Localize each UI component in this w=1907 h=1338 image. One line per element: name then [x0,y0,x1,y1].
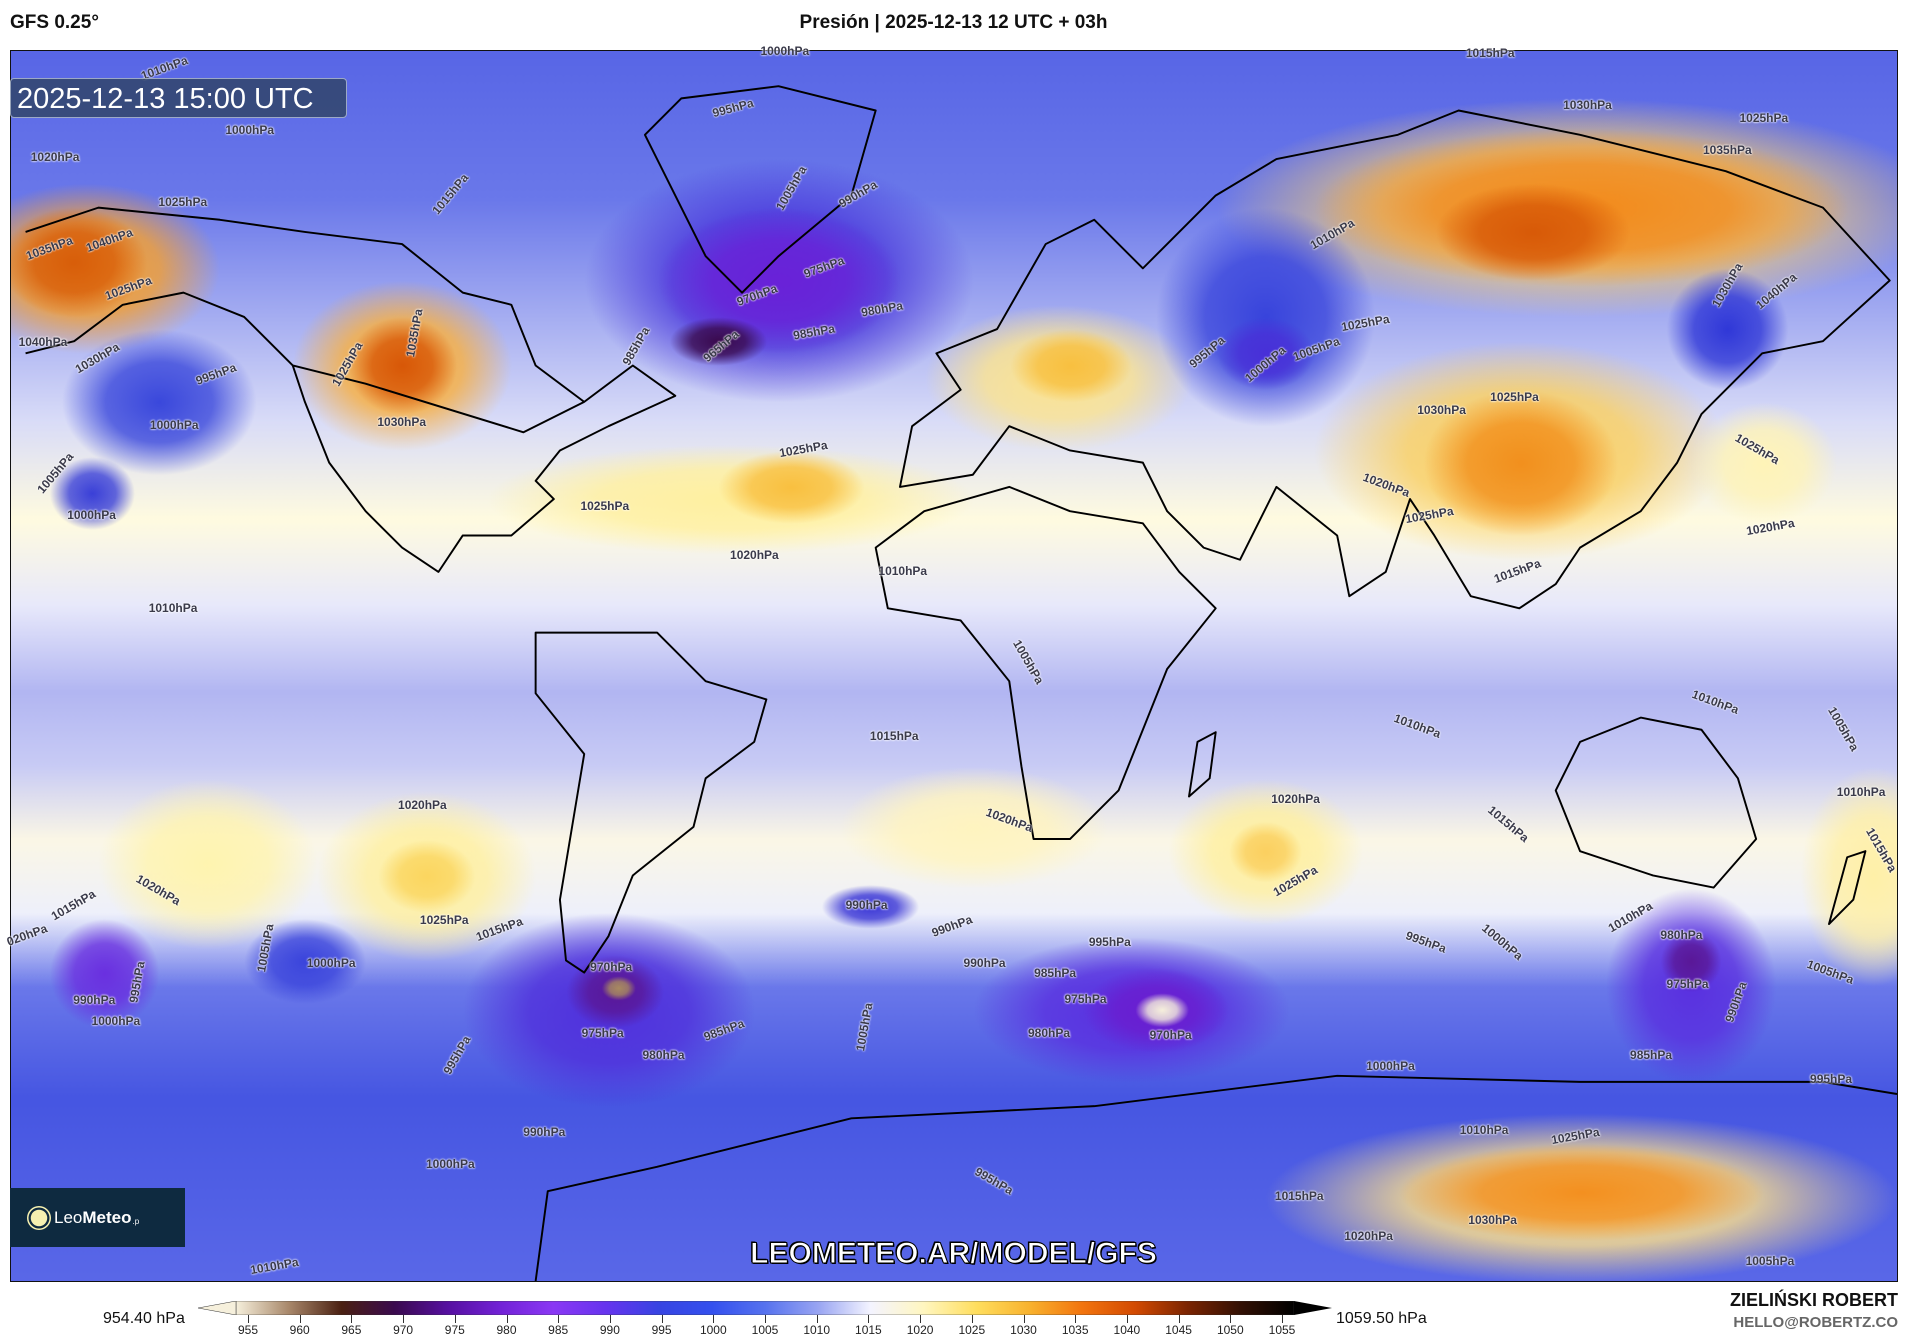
colorbar-tick [1282,1315,1283,1323]
colorbar-tick [1126,1315,1128,1323]
valid-time-badge: 2025-12-13 15:00 UTC [10,78,347,118]
colorbar-tick-label: 965 [341,1323,362,1337]
colorbar-tick-label: 955 [237,1323,259,1337]
colorbar-tick [351,1315,353,1323]
colorbar-tick [299,1315,301,1323]
colorbar-tick [506,1315,508,1323]
colorbar-max-arrow [1294,1301,1332,1315]
colorbar-tick-label: 1040 [1113,1323,1141,1337]
watermark-url: LEOMETEO.AR/MODEL/GFS [750,1237,1158,1271]
colorbar-tick-label: 1020 [906,1323,934,1337]
colorbar-tick [1075,1315,1077,1323]
colorbar [198,1301,1332,1315]
colorbar-tick-label: 1030 [1010,1323,1037,1337]
colorbar-tick [454,1315,456,1323]
colorbar-tick [1023,1315,1025,1323]
colorbar-min-arrow [198,1301,237,1315]
colorbar-gradient [198,1301,1332,1315]
model-name: GFS 0.25° [10,12,99,33]
colorbar-tick-label: 985 [548,1323,569,1337]
coast-eurasia [898,109,1891,610]
chart-title: Presión | 2025-12-13 12 UTC + 03h [799,12,1108,33]
colorbar-tick [609,1315,611,1323]
colorbar-tick-label: 1035 [1061,1323,1089,1337]
coast-madagascar [1188,731,1217,798]
colorbar-tick [248,1315,249,1323]
coast-antarctica [534,1074,1897,1281]
coast-south-america [534,631,768,974]
colorbar-tick [1230,1315,1232,1323]
coastlines [25,85,1897,1281]
leometeo-logo[interactable]: Leo Meteo .p [10,1188,185,1247]
sun-icon [30,1209,48,1226]
logo-bold: Meteo [82,1207,132,1227]
coast-australia [1554,716,1758,889]
colorbar-tick-label: 970 [393,1323,414,1337]
colorbar-tick [661,1315,663,1323]
colorbar-tick-label: 1050 [1216,1323,1244,1337]
colorbar-tick-label: 1005 [751,1323,779,1337]
author-email[interactable]: HELLO@ROBERTZ.CO [1733,1314,1898,1331]
colorbar-tick [713,1315,715,1323]
colorbar-tick-label: 975 [444,1323,465,1337]
logo-light: Leo [54,1207,83,1227]
colorbar-max-label: 1059.50 hPa [1336,1310,1427,1327]
author-name: ZIELIŃSKI ROBERT [1729,1290,1898,1310]
colorbar-tick [558,1315,560,1323]
colorbar-tick [403,1315,405,1323]
colorbar-tick-label: 980 [496,1323,517,1337]
colorbar-tick-label: 995 [651,1323,672,1337]
colorbar-tick [816,1315,818,1323]
coast-new-zealand [1828,850,1867,925]
colorbar-tick-label: 1015 [855,1323,882,1337]
colorbar-tick [920,1315,922,1323]
coast-africa [874,485,1217,840]
colorbar-tick [971,1315,973,1323]
coast-north-america [25,206,677,573]
colorbar-min-label: 954.40 hPa [103,1310,185,1327]
colorbar-tick [1178,1315,1180,1323]
colorbar-tick [765,1315,766,1323]
logo-suffix: .p [132,1217,140,1226]
pressure-field [11,51,1897,1281]
colorbar-tick-label: 1000 [699,1323,727,1337]
colorbar-tick-label: 960 [289,1323,310,1337]
colorbar-tick-label: 1025 [958,1323,986,1337]
colorbar-tick-label: 990 [599,1323,620,1337]
colorbar-tick [868,1315,870,1323]
pressure-map[interactable] [10,50,1898,1282]
colorbar-tick-label: 1010 [803,1323,831,1337]
colorbar-tick-label: 1045 [1165,1323,1192,1337]
colorbar-tick-label: 1055 [1268,1323,1296,1337]
coast-greenland [643,85,877,294]
